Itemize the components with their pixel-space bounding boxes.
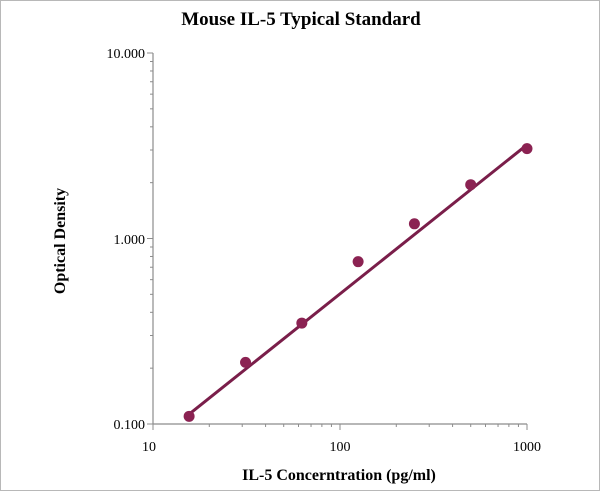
x-axis-label: IL-5 Concerntration (pg/ml) [242,467,436,484]
data-point [465,179,477,191]
data-point [240,356,252,368]
data-points [183,143,533,422]
data-point [408,218,420,230]
x-tick-label: 100 [330,440,351,455]
y-axis-label: Optical Density [52,188,69,294]
fit-line-group [187,143,529,416]
data-point [352,256,364,268]
data-point [521,143,533,155]
y-tick-label: 1.000 [114,233,146,248]
chart-title: Mouse IL-5 Typical Standard [181,9,421,30]
y-tick-label: 0.100 [114,418,146,433]
x-tick-label: 1000 [513,440,541,455]
tick-marks [147,52,528,430]
data-point [183,410,195,422]
fit-line [187,143,529,416]
data-point [296,317,308,329]
x-tick-label: 10 [142,440,156,455]
y-tick-label: 10.000 [107,47,146,62]
